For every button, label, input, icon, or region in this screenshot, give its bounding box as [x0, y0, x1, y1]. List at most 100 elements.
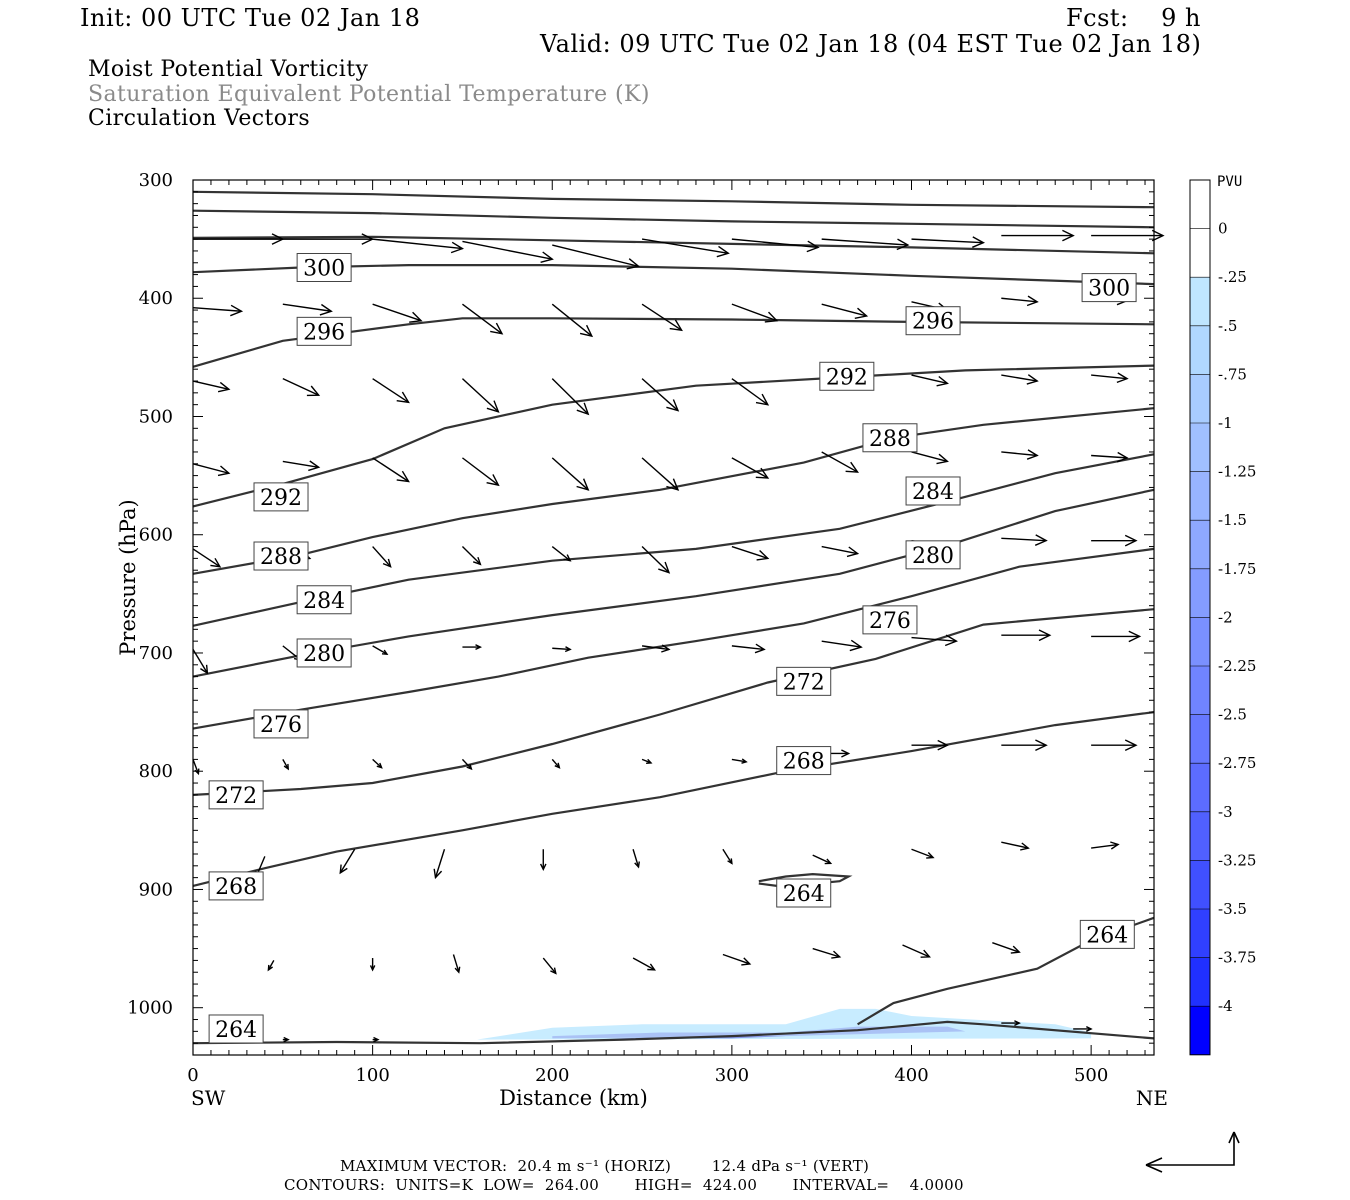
forecast-hour: Fcst: 9 h: [1066, 4, 1202, 32]
circulation-vector: [641, 378, 680, 412]
circulation-vector: [911, 634, 959, 647]
colorbar-bin: [1190, 957, 1210, 1007]
circulation-vector: [632, 849, 640, 869]
circulation-vector: [372, 546, 392, 568]
contour-label: 264: [208, 1014, 264, 1044]
circulation-vector: [282, 303, 333, 316]
circulation-vector: [551, 303, 594, 338]
circulation-vector: [1001, 374, 1039, 385]
contour-label-text: 276: [260, 713, 302, 738]
y-tick-label: 300: [139, 170, 173, 191]
circulation-vector: [1001, 1020, 1021, 1027]
circulation-vector: [1091, 229, 1165, 242]
circulation-vector: [372, 645, 389, 656]
colorbar-bin: [1190, 520, 1210, 569]
y-tick-label: 700: [139, 643, 173, 664]
colorbar-level-label: -4: [1218, 997, 1233, 1015]
circulation-vector: [339, 848, 356, 875]
contour-line-292-5: [192, 364, 1155, 508]
colorbar-level-label: -2.25: [1218, 657, 1256, 675]
x-end-label-left: SW: [191, 1086, 226, 1110]
contour-label-text: 268: [783, 750, 825, 775]
colorbar-level-label: -2.75: [1218, 754, 1256, 772]
circulation-vector: [911, 848, 935, 859]
colorbar-level-label: -.5: [1218, 317, 1237, 335]
contour-line-296-4: [192, 317, 1155, 368]
init-time: Init: 00 UTC Tue 02 Jan 18: [80, 4, 421, 32]
contour-line-300-2: [192, 235, 1155, 255]
circulation-vector: [902, 944, 931, 958]
circulation-vector: [192, 548, 222, 568]
y-axis-title: Pressure (hPa): [116, 499, 140, 655]
colorbar-bin: [1190, 277, 1210, 326]
colorbar-bin: [1190, 617, 1210, 666]
contour-label: 268: [776, 746, 832, 776]
colorbar-level-label: -3.5: [1218, 900, 1247, 918]
colorbar-bin: [1190, 909, 1210, 958]
contour-label-text: 300: [1088, 277, 1130, 302]
circulation-vector: [462, 303, 504, 335]
colorbar-bin: [1190, 374, 1210, 423]
contour-label: 264: [776, 878, 832, 908]
colorbar-level-label: -2.5: [1218, 706, 1247, 724]
circulation-vector: [731, 378, 770, 406]
circulation-vector: [911, 236, 986, 248]
colorbar-unit: PVU: [1217, 174, 1242, 190]
circulation-vector: [462, 644, 483, 651]
circulation-vector: [1001, 534, 1048, 546]
pv-shading-layer: [476, 1008, 1092, 1040]
contour-line-276-9: [192, 547, 1155, 730]
contour-label: 272: [208, 780, 264, 810]
circulation-vector: [372, 758, 383, 769]
colorbar-level-label: -.75: [1218, 365, 1247, 383]
contour-label: 296: [296, 316, 352, 346]
contour-label: 296: [905, 306, 961, 336]
circulation-vector: [821, 639, 863, 652]
circulation-vector: [372, 457, 410, 483]
circulation-vector: [551, 546, 572, 562]
y-tick-label: 1000: [127, 998, 173, 1019]
contour-label-text: 268: [215, 875, 257, 900]
circulation-vector: [731, 303, 779, 323]
circulation-vector: [193, 233, 285, 245]
contour-label-text: 264: [783, 882, 825, 907]
y-tick-label: 400: [139, 288, 173, 309]
colorbar-level-label: -3.25: [1218, 851, 1256, 869]
colorbar-level-label: -1: [1218, 414, 1233, 432]
x-end-label-right: NE: [1136, 1086, 1168, 1110]
colorbar-level-label: -3: [1218, 803, 1233, 821]
x-tick-label: 300: [715, 1065, 749, 1086]
circulation-vector: [632, 957, 656, 971]
circulation-vector: [461, 758, 473, 771]
circulation-vector: [1001, 449, 1039, 460]
circulation-vector: [821, 545, 860, 558]
contour-label-text: 264: [1086, 923, 1128, 948]
circulation-vector: [641, 457, 680, 491]
circulation-vector: [812, 854, 833, 865]
circulation-vector: [551, 457, 590, 491]
circulation-vector-layer: [192, 229, 1165, 1043]
colorbar-level-label: -2: [1218, 608, 1233, 626]
contour-label: 264: [1079, 919, 1135, 949]
colorbar-bin: [1190, 811, 1210, 861]
circulation-vector: [1091, 630, 1142, 643]
contour-label-text: 288: [260, 545, 302, 570]
circulation-vector: [1091, 372, 1129, 384]
reference-vector-icon: [1145, 1131, 1240, 1173]
contour-label: 292: [819, 361, 875, 391]
axes-layer: 0 100 200 300 400 500 300 400 500 600 700 800 900 100…: [116, 170, 1168, 1110]
circulation-vector: [372, 238, 465, 254]
valid-time: Valid: 09 UTC Tue 02 Jan 18 (04 EST Tue …: [540, 30, 1202, 58]
contour-label: 284: [905, 476, 961, 506]
contour-label: 280: [905, 540, 961, 570]
colorbar-bin: [1190, 325, 1210, 375]
colorbar-bin: [1190, 180, 1210, 229]
circulation-vector: [911, 739, 950, 751]
circulation-vector: [1091, 534, 1138, 547]
contour-line-300-0: [192, 190, 1155, 209]
colorbar-bin: [1190, 568, 1210, 618]
circulation-vector: [552, 646, 572, 653]
contour-label-text: 288: [869, 427, 911, 452]
x-tick-label: 0: [187, 1065, 198, 1086]
circulation-vector: [282, 759, 289, 771]
